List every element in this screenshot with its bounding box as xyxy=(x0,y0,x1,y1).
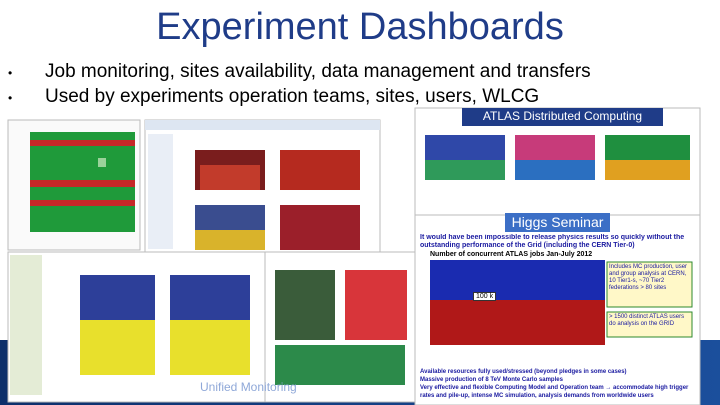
bullet-text: Used by experiments operation teams, sit… xyxy=(45,86,540,107)
higgs-bullets: Available resources fully used/stressed … xyxy=(420,368,696,404)
screenshot-jobs xyxy=(144,119,381,256)
atlas-label: ATLAS Distributed Computing xyxy=(482,109,643,123)
bullet-text: Job monitoring, sites availability, data… xyxy=(45,61,591,82)
bullet: • Used by experiments operation teams, si… xyxy=(8,86,540,107)
bullet: • Job monitoring, sites availability, dat… xyxy=(8,61,591,82)
screenshot-availability xyxy=(7,119,141,251)
higgs-bullet: Very effective and flexible Computing Mo… xyxy=(420,385,689,399)
bullet-list: • Job monitoring, sites availability, dat… xyxy=(8,60,591,110)
footer: Unified Monitoring xyxy=(200,380,297,394)
higgs-note: Includes MC production, user and group a… xyxy=(609,264,688,291)
higgs-bullet: Available resources fully used/stressed … xyxy=(420,369,627,375)
higgs-chart-mark: 100 k xyxy=(473,292,497,301)
higgs-header: It would have been impossible to release… xyxy=(420,234,685,249)
higgs-bullet: Massive production of 8 TeV Monte Carlo … xyxy=(420,377,563,383)
screenshot-higgs xyxy=(414,213,701,405)
title: Experiment Dashboards xyxy=(156,6,564,48)
higgs-label: Higgs Seminar xyxy=(511,214,604,230)
higgs-chart-title: Number of concurrent ATLAS jobs Jan-July… xyxy=(430,251,593,258)
higgs-note: > 1500 distinct ATLAS users do analysis … xyxy=(609,314,685,327)
screenshot-transfers xyxy=(7,251,416,403)
screenshot-atlas xyxy=(414,107,701,224)
